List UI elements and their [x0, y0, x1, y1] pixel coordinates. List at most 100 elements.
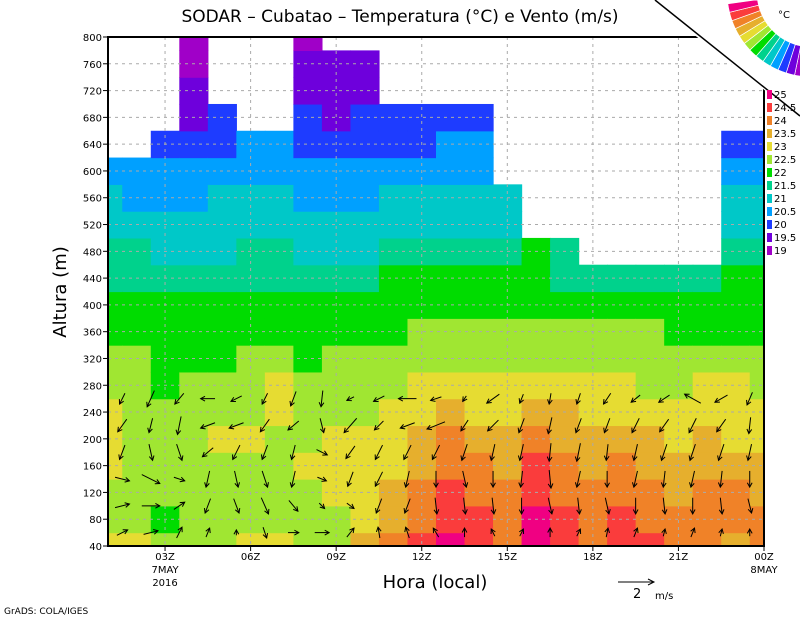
wind-vector-shaft [660, 443, 668, 461]
wind-vector-shaft [234, 470, 239, 488]
x-tick-label: 06Z [241, 552, 261, 563]
wind-vector-head [547, 483, 554, 490]
wind-vector [574, 470, 581, 489]
wind-vector [574, 443, 581, 463]
wind-vector-head [287, 425, 293, 431]
x-tick-date: 8MAY [750, 565, 778, 576]
wind-vector-head [154, 479, 161, 485]
wind-vector-head [349, 527, 355, 534]
wind-vector-head [631, 455, 638, 462]
wind-vector-head [747, 508, 754, 515]
wind-vector-head [262, 532, 269, 539]
wind-vector-shaft [575, 418, 582, 433]
wind-vector [604, 470, 610, 489]
wind-vector-head [688, 427, 694, 434]
wind-vector [116, 529, 129, 536]
wind-vector-shaft [520, 470, 523, 488]
wind-vector [690, 527, 696, 538]
wind-vector [399, 422, 415, 430]
legend-label-swatch [767, 207, 772, 216]
wind-vector-shaft [748, 417, 752, 434]
wind-vector-shaft [576, 443, 581, 462]
wind-vector [318, 502, 326, 510]
temperature-cell [236, 532, 266, 546]
wind-vector [287, 529, 300, 536]
wind-vector [259, 418, 270, 433]
wind-vector-shaft [659, 418, 670, 433]
wind-vector-head [374, 454, 380, 461]
wind-vector [205, 527, 211, 538]
wind-vector-head [375, 507, 381, 514]
wind-vector-shaft [174, 392, 185, 405]
y-axis-label: Altura (m) [50, 246, 71, 338]
temperature-cell [749, 398, 764, 427]
temperature-cell [350, 532, 380, 546]
wind-vector [233, 528, 240, 536]
wind-vector-head [689, 482, 695, 489]
wind-vector-shaft [603, 392, 612, 405]
temperature-cell [749, 371, 764, 400]
wind-vector-head [576, 509, 582, 515]
wind-vector-shaft [688, 418, 697, 433]
wind-vector-shaft [605, 528, 609, 538]
y-tick-label: 160 [83, 462, 102, 473]
wind-vector-head [397, 395, 404, 402]
wind-vector [631, 418, 640, 434]
wind-vector-shaft [176, 443, 183, 461]
temperature-cell [293, 37, 323, 51]
wind-vector-head [546, 428, 552, 435]
wind-vector [659, 418, 670, 433]
legend-label-swatch [767, 142, 772, 151]
wind-vector [746, 392, 753, 406]
wind-vector-head [490, 482, 496, 489]
wind-vector-shaft [490, 444, 496, 461]
wind-vector [346, 527, 355, 538]
y-tick-label: 80 [89, 515, 102, 526]
y-tick-label: 440 [83, 274, 102, 285]
wind-vector-shaft [630, 394, 641, 403]
wind-vector [174, 392, 185, 405]
wind-vector-head [289, 400, 295, 407]
wind-vector [660, 470, 667, 489]
wind-vector [660, 443, 668, 462]
wind-vector-shaft [548, 393, 552, 405]
wind-vector-head [346, 481, 352, 488]
wind-vector [234, 470, 241, 489]
legend-label: 25 [774, 90, 787, 101]
y-tick-label: 760 [83, 60, 102, 71]
temperature-cell [749, 532, 764, 546]
legend-label-swatch [767, 220, 772, 229]
wind-vector-shaft [176, 526, 183, 539]
wind-vector-head [518, 509, 525, 515]
wind-vector-head [433, 482, 439, 489]
wind-vector [490, 497, 497, 515]
legend-label: 21.5 [774, 181, 796, 192]
wind-vector [319, 418, 326, 434]
wind-vector-shaft [633, 527, 638, 538]
wind-vector [143, 529, 159, 535]
chart-title: SODAR – Cubatao – Temperatura (°C) e Ven… [181, 7, 618, 27]
wind-vector-shaft [347, 471, 354, 487]
legend-label-swatch [767, 246, 772, 255]
wind-vector [375, 526, 382, 539]
legend-label-swatch [767, 181, 772, 190]
wind-vector-head [574, 482, 581, 489]
wind-vector-head [746, 482, 753, 489]
wind-vector [576, 497, 582, 515]
wind-vector-head [633, 527, 639, 534]
wind-reference-unit: m/s [655, 591, 673, 602]
legend-label-swatch [767, 90, 772, 99]
temperature-cell [635, 532, 665, 546]
wind-vector [714, 394, 728, 403]
legend-label-swatch [767, 103, 772, 112]
wind-vector [261, 470, 269, 489]
wind-vector [118, 444, 126, 461]
wind-vector-shaft [204, 498, 211, 514]
wind-vector [199, 422, 216, 430]
wind-vector-head [233, 528, 240, 535]
wind-vector-head [345, 396, 352, 402]
wind-vector-shaft [690, 470, 695, 488]
wind-vector-shaft [719, 528, 723, 537]
wind-vector-head [234, 507, 241, 514]
wind-vector [176, 443, 184, 462]
